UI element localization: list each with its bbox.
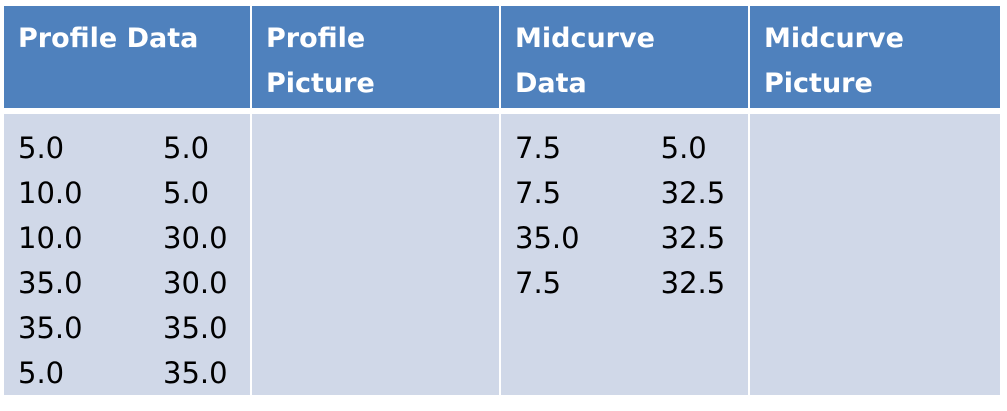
profile-picture-cell — [252, 114, 499, 395]
header-midcurve-picture: Midcurve Picture — [750, 6, 1000, 108]
midcurve-x-value: 7.5 — [515, 176, 562, 210]
profile-data-cell: 5.0 5.0 10.0 5.0 10.0 30.0 35.0 30.0 35.… — [4, 114, 250, 395]
profile-x-value: 5.0 — [18, 356, 65, 390]
profile-y-value: 5.0 — [163, 131, 210, 165]
header-midcurve-picture-line1: Midcurve — [764, 23, 904, 54]
profile-data-row: 5.0 35.0 — [18, 351, 250, 396]
profile-data-row: 35.0 30.0 — [18, 261, 250, 306]
profile-data-row: 10.0 30.0 — [18, 216, 250, 261]
midcurve-y-value: 5.0 — [660, 131, 707, 165]
profile-data-row: 10.0 5.0 — [18, 171, 250, 216]
midcurve-data-row: 7.5 5.0 — [515, 126, 748, 171]
midcurve-data-row: 7.5 32.5 — [515, 171, 748, 216]
profile-x-value: 35.0 — [18, 311, 83, 345]
header-midcurve-picture-line2: Picture — [764, 68, 873, 99]
header-midcurve-data-line2: Data — [515, 68, 587, 99]
profile-data-row: 35.0 35.0 — [18, 306, 250, 351]
midcurve-y-value: 32.5 — [660, 176, 726, 210]
midcurve-data-row: 35.0 32.5 — [515, 216, 748, 261]
data-table: Profile Data Profile Picture Midcurve Da… — [4, 6, 1000, 395]
header-profile-data: Profile Data — [4, 6, 250, 108]
header-midcurve-data-line1: Midcurve — [515, 23, 655, 54]
header-profile-picture-line1: Profile — [266, 23, 366, 54]
profile-data-row: 5.0 5.0 — [18, 126, 250, 171]
profile-y-value: 5.0 — [163, 176, 210, 210]
midcurve-data-row: 7.5 32.5 — [515, 261, 748, 306]
midcurve-x-value: 7.5 — [515, 266, 562, 300]
profile-x-value: 10.0 — [18, 221, 83, 255]
profile-x-value: 5.0 — [18, 131, 65, 165]
header-profile-picture: Profile Picture — [252, 6, 499, 108]
profile-y-value: 30.0 — [163, 266, 228, 300]
midcurve-x-value: 35.0 — [515, 221, 580, 255]
midcurve-data-cell: 7.5 5.0 7.5 32.5 35.0 32.5 7.5 32.5 — [501, 114, 748, 395]
header-profile-data-label: Profile Data — [18, 23, 199, 54]
header-profile-picture-line2: Picture — [266, 68, 375, 99]
midcurve-y-value: 32.5 — [660, 221, 726, 255]
profile-x-value: 35.0 — [18, 266, 83, 300]
midcurve-picture-cell — [750, 114, 1000, 395]
profile-y-value: 35.0 — [163, 356, 228, 390]
midcurve-y-value: 32.5 — [660, 266, 726, 300]
header-midcurve-data: Midcurve Data — [501, 6, 748, 108]
profile-x-value: 10.0 — [18, 176, 83, 210]
profile-y-value: 35.0 — [163, 311, 228, 345]
midcurve-x-value: 7.5 — [515, 131, 562, 165]
profile-y-value: 30.0 — [163, 221, 228, 255]
